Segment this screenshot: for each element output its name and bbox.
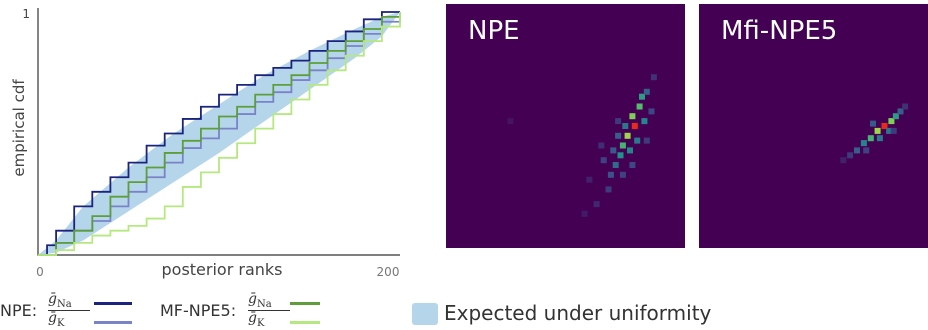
heatmap-cell [867, 135, 874, 142]
heatmap-cell [641, 118, 648, 125]
legend-uniformity-label: Expected under uniformity [444, 301, 712, 325]
heatmap-cell [870, 120, 876, 127]
na-subscript: Na [56, 298, 72, 310]
legend-mf-na-swatch [290, 302, 320, 305]
na-subscript: Na [256, 298, 272, 310]
legend: NPE: ḡNa ḡK MF-NPE5: ḡNa ḡK Expected und… [0, 290, 928, 330]
heatmap-cell [874, 127, 881, 134]
heatmap-cell [643, 137, 650, 144]
g-symbol: ḡ [248, 291, 257, 307]
k-subscript: K [56, 317, 65, 329]
ecdf-chart: empirical cdf 1 0 200 posterior ranks [10, 7, 401, 279]
legend-mf-fraction-bar [248, 310, 290, 311]
legend-mf-label: MF-NPE5: [160, 301, 237, 320]
g-symbol: ḡ [248, 310, 257, 326]
heatmap-cell [897, 108, 904, 115]
heatmap-cell [629, 162, 636, 168]
heatmap-cell [643, 88, 650, 95]
legend-npe-na-swatch [94, 302, 132, 305]
legend-mf-k-swatch [290, 321, 320, 324]
ecdf-series-line-3 [38, 12, 401, 256]
legend-npe-k-swatch [94, 321, 132, 324]
heatmap-cell [593, 201, 600, 208]
heatmap-cell [634, 137, 641, 144]
heatmap-cell [624, 132, 631, 139]
heatmap-cell [863, 147, 870, 154]
ecdf-series-line-0 [38, 11, 400, 256]
heatmap-cell [650, 74, 657, 81]
legend-npe-gk: ḡK [48, 310, 64, 329]
y-axis-label: empirical cdf [10, 79, 28, 177]
heatmap-cell [840, 157, 847, 164]
legend-npe-label: NPE: [0, 301, 38, 320]
heatmap-cell [854, 147, 860, 154]
heatmap-cell [876, 135, 883, 142]
heatmap-cell [605, 186, 612, 193]
heatmap-cell [612, 162, 619, 168]
heatmap-cell [610, 147, 617, 154]
heatmap-cell [881, 123, 888, 129]
heatmap-cell [615, 118, 622, 125]
x-axis-label: posterior ranks [162, 260, 283, 279]
heatmap-cell [615, 132, 622, 139]
y-tick-label-top: 1 [22, 7, 30, 21]
heatmap-cell [648, 108, 655, 115]
heatmap-cell [622, 123, 629, 129]
mf-npe5-posterior-panel: Mfi-NPE5 [699, 4, 928, 248]
heatmap-cell [639, 93, 645, 100]
legend-uniformity-swatch [412, 303, 438, 325]
mf-npe5-panel-title: Mfi-NPE5 [721, 16, 838, 46]
heatmap-cell [860, 140, 867, 147]
npe-panel-title: NPE [468, 16, 520, 46]
heatmap-cell [598, 142, 605, 149]
legend-mf-gna: ḡNa [248, 291, 272, 310]
g-symbol: ḡ [48, 291, 57, 307]
heatmap-cell [619, 142, 626, 149]
heatmap-cell [629, 113, 636, 120]
x-tick-label-200: 200 [377, 265, 400, 279]
heatmap-cell [631, 123, 638, 129]
heatmap-cell [847, 152, 854, 159]
heatmap-cell [607, 171, 614, 178]
heatmap-cell [627, 147, 633, 154]
ecdf-series-line-2 [38, 12, 401, 256]
k-subscript: K [256, 317, 265, 329]
heatmap-cell [507, 118, 514, 125]
heatmap-cell [902, 103, 909, 110]
g-symbol: ḡ [48, 310, 57, 326]
heatmap-cell [600, 157, 607, 164]
heatmap-cell [617, 152, 624, 159]
heatmap-cell [890, 127, 897, 134]
heatmap-cell [892, 113, 899, 120]
heatmap-cell [581, 210, 588, 217]
npe-posterior-panel: NPE [446, 4, 685, 248]
heatmap-cell [636, 103, 643, 110]
heatmap-cell [619, 171, 626, 178]
heatmap-cell [888, 118, 895, 125]
legend-npe-fraction-bar [48, 310, 90, 311]
heatmap-cell [586, 176, 593, 183]
heatmap-cell [886, 127, 893, 134]
x-tick-label-0: 0 [36, 265, 44, 279]
legend-mf-gk: ḡK [248, 310, 264, 329]
legend-npe-gna: ḡNa [48, 291, 72, 310]
